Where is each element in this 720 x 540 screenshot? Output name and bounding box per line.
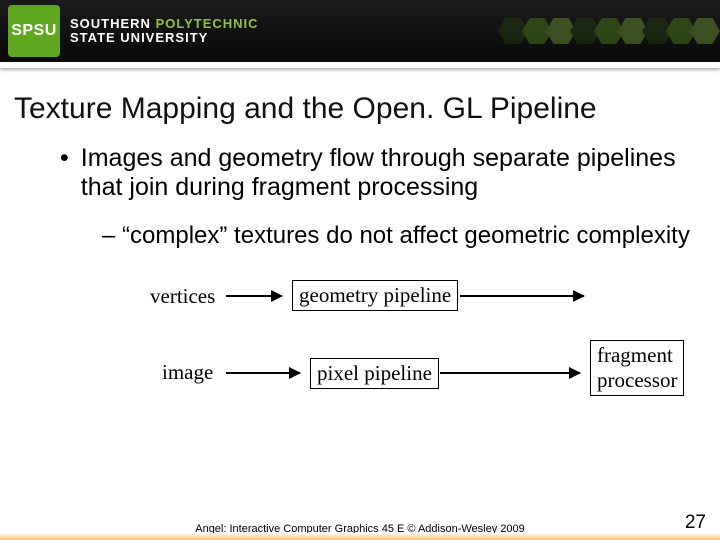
bullet-main: • Images and geometry flow through separ…: [60, 144, 690, 202]
hex-pattern: [504, 0, 720, 62]
slide-header: SPSU SOUTHERN POLYTECHNIC STATE UNIVERSI…: [0, 0, 720, 68]
pixel-pipeline-box: pixel pipeline: [310, 358, 439, 389]
subbullet-text: “complex” textures do not affect geometr…: [122, 222, 690, 249]
fragment-processor-box: fragment processor: [590, 340, 684, 396]
image-label: image: [162, 360, 213, 385]
logo-line2: STATE UNIVERSITY: [70, 31, 259, 45]
fragment-line2: processor: [597, 368, 677, 393]
subbullet-dash: –: [102, 222, 115, 249]
fragment-line1: fragment: [597, 343, 677, 368]
logo-badge: SPSU: [8, 5, 60, 57]
arrow-pixel-fragment: [440, 372, 580, 374]
pipeline-diagram: vertices image geometry pipeline pixel p…: [60, 280, 690, 420]
bullet-text: Images and geometry flow through separat…: [81, 144, 690, 202]
sub-bullet: – “complex” textures do not affect geome…: [60, 210, 690, 250]
footer-gradient: [0, 533, 720, 540]
slide-content: • Images and geometry flow through separ…: [0, 136, 720, 420]
slide-title: Texture Mapping and the Open. GL Pipelin…: [0, 68, 720, 136]
vertices-label: vertices: [150, 284, 215, 309]
bullet-dot: •: [60, 144, 69, 202]
arrow-vertices-geometry: [226, 295, 282, 297]
arrow-image-pixel: [226, 372, 300, 374]
arrow-geometry-fragment: [460, 295, 584, 297]
geometry-pipeline-box: geometry pipeline: [292, 280, 458, 311]
page-number: 27: [685, 512, 706, 534]
logo-text: SOUTHERN POLYTECHNIC STATE UNIVERSITY: [70, 17, 259, 44]
